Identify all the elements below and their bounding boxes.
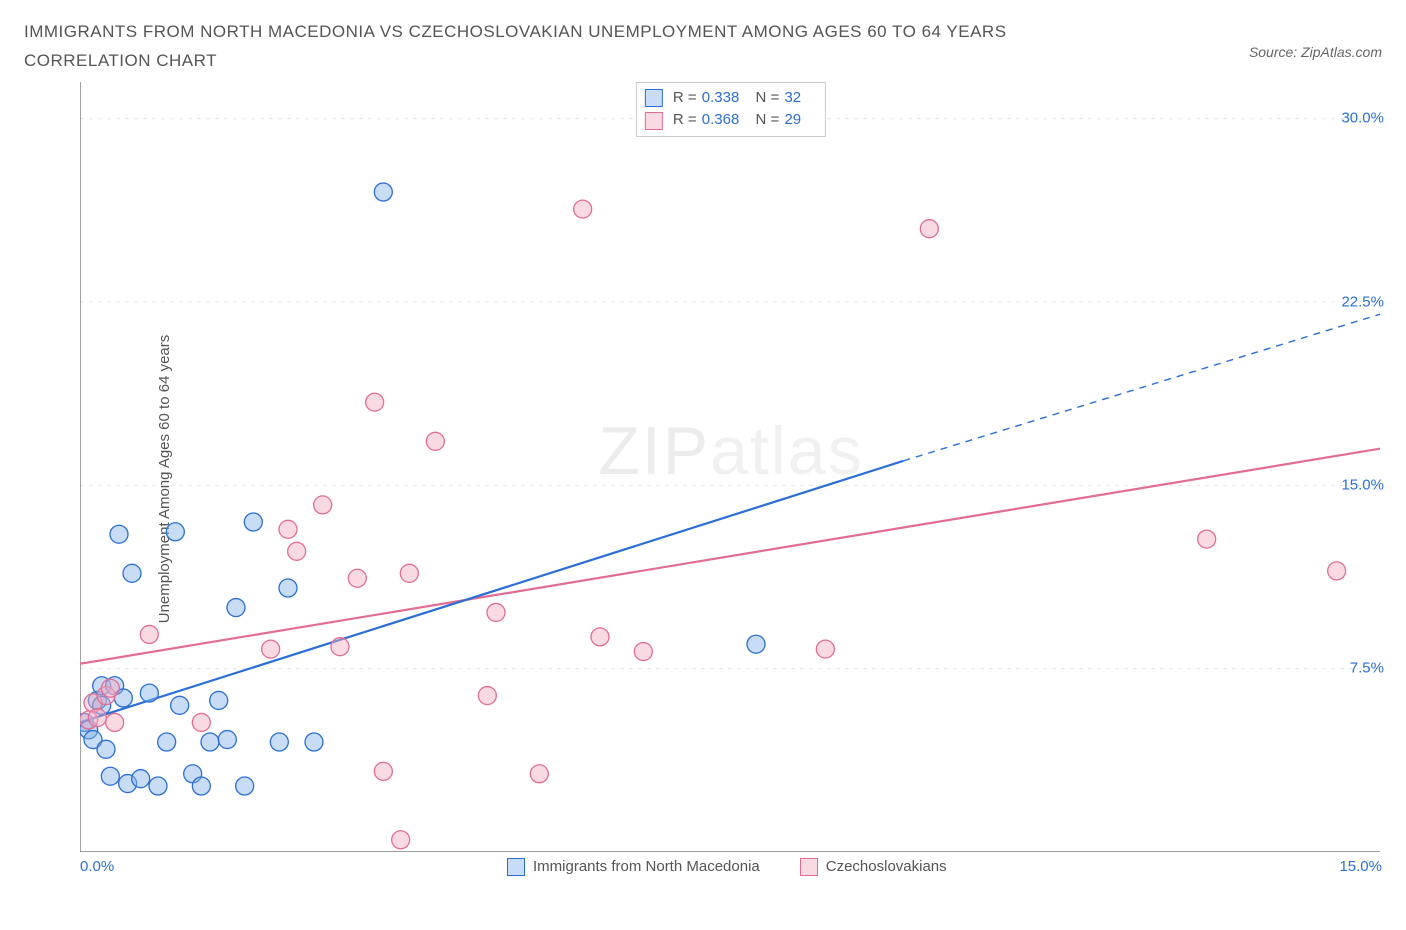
y-tick-label: 22.5% bbox=[1341, 293, 1384, 310]
legend-row-blue: R = 0.338 N = 32 bbox=[645, 87, 813, 110]
swatch-blue bbox=[645, 89, 663, 107]
scatter-svg bbox=[80, 82, 1380, 852]
legend-item-blue: Immigrants from North Macedonia bbox=[507, 858, 760, 876]
series-legend: Immigrants from North Macedonia Czechosl… bbox=[114, 858, 1339, 876]
legend-row-pink: R = 0.368 N = 29 bbox=[645, 109, 813, 132]
swatch-pink bbox=[645, 112, 663, 130]
x-min-label: 0.0% bbox=[80, 858, 114, 875]
chart-title: IMMIGRANTS FROM NORTH MACEDONIA VS CZECH… bbox=[24, 18, 1124, 76]
swatch-pink-icon bbox=[800, 858, 818, 876]
x-max-label: 15.0% bbox=[1339, 858, 1382, 875]
y-tick-label: 7.5% bbox=[1350, 660, 1384, 677]
legend-item-pink: Czechoslovakians bbox=[800, 858, 947, 876]
swatch-blue-icon bbox=[507, 858, 525, 876]
y-tick-label: 30.0% bbox=[1341, 110, 1384, 127]
source-label: Source: ZipAtlas.com bbox=[1249, 44, 1382, 60]
y-tick-label: 15.0% bbox=[1341, 477, 1384, 494]
plot-area: ZIPatlas R = 0.338 N = 32 R = 0.368 N = … bbox=[80, 82, 1382, 852]
correlation-legend: R = 0.338 N = 32 R = 0.368 N = 29 bbox=[636, 82, 826, 137]
